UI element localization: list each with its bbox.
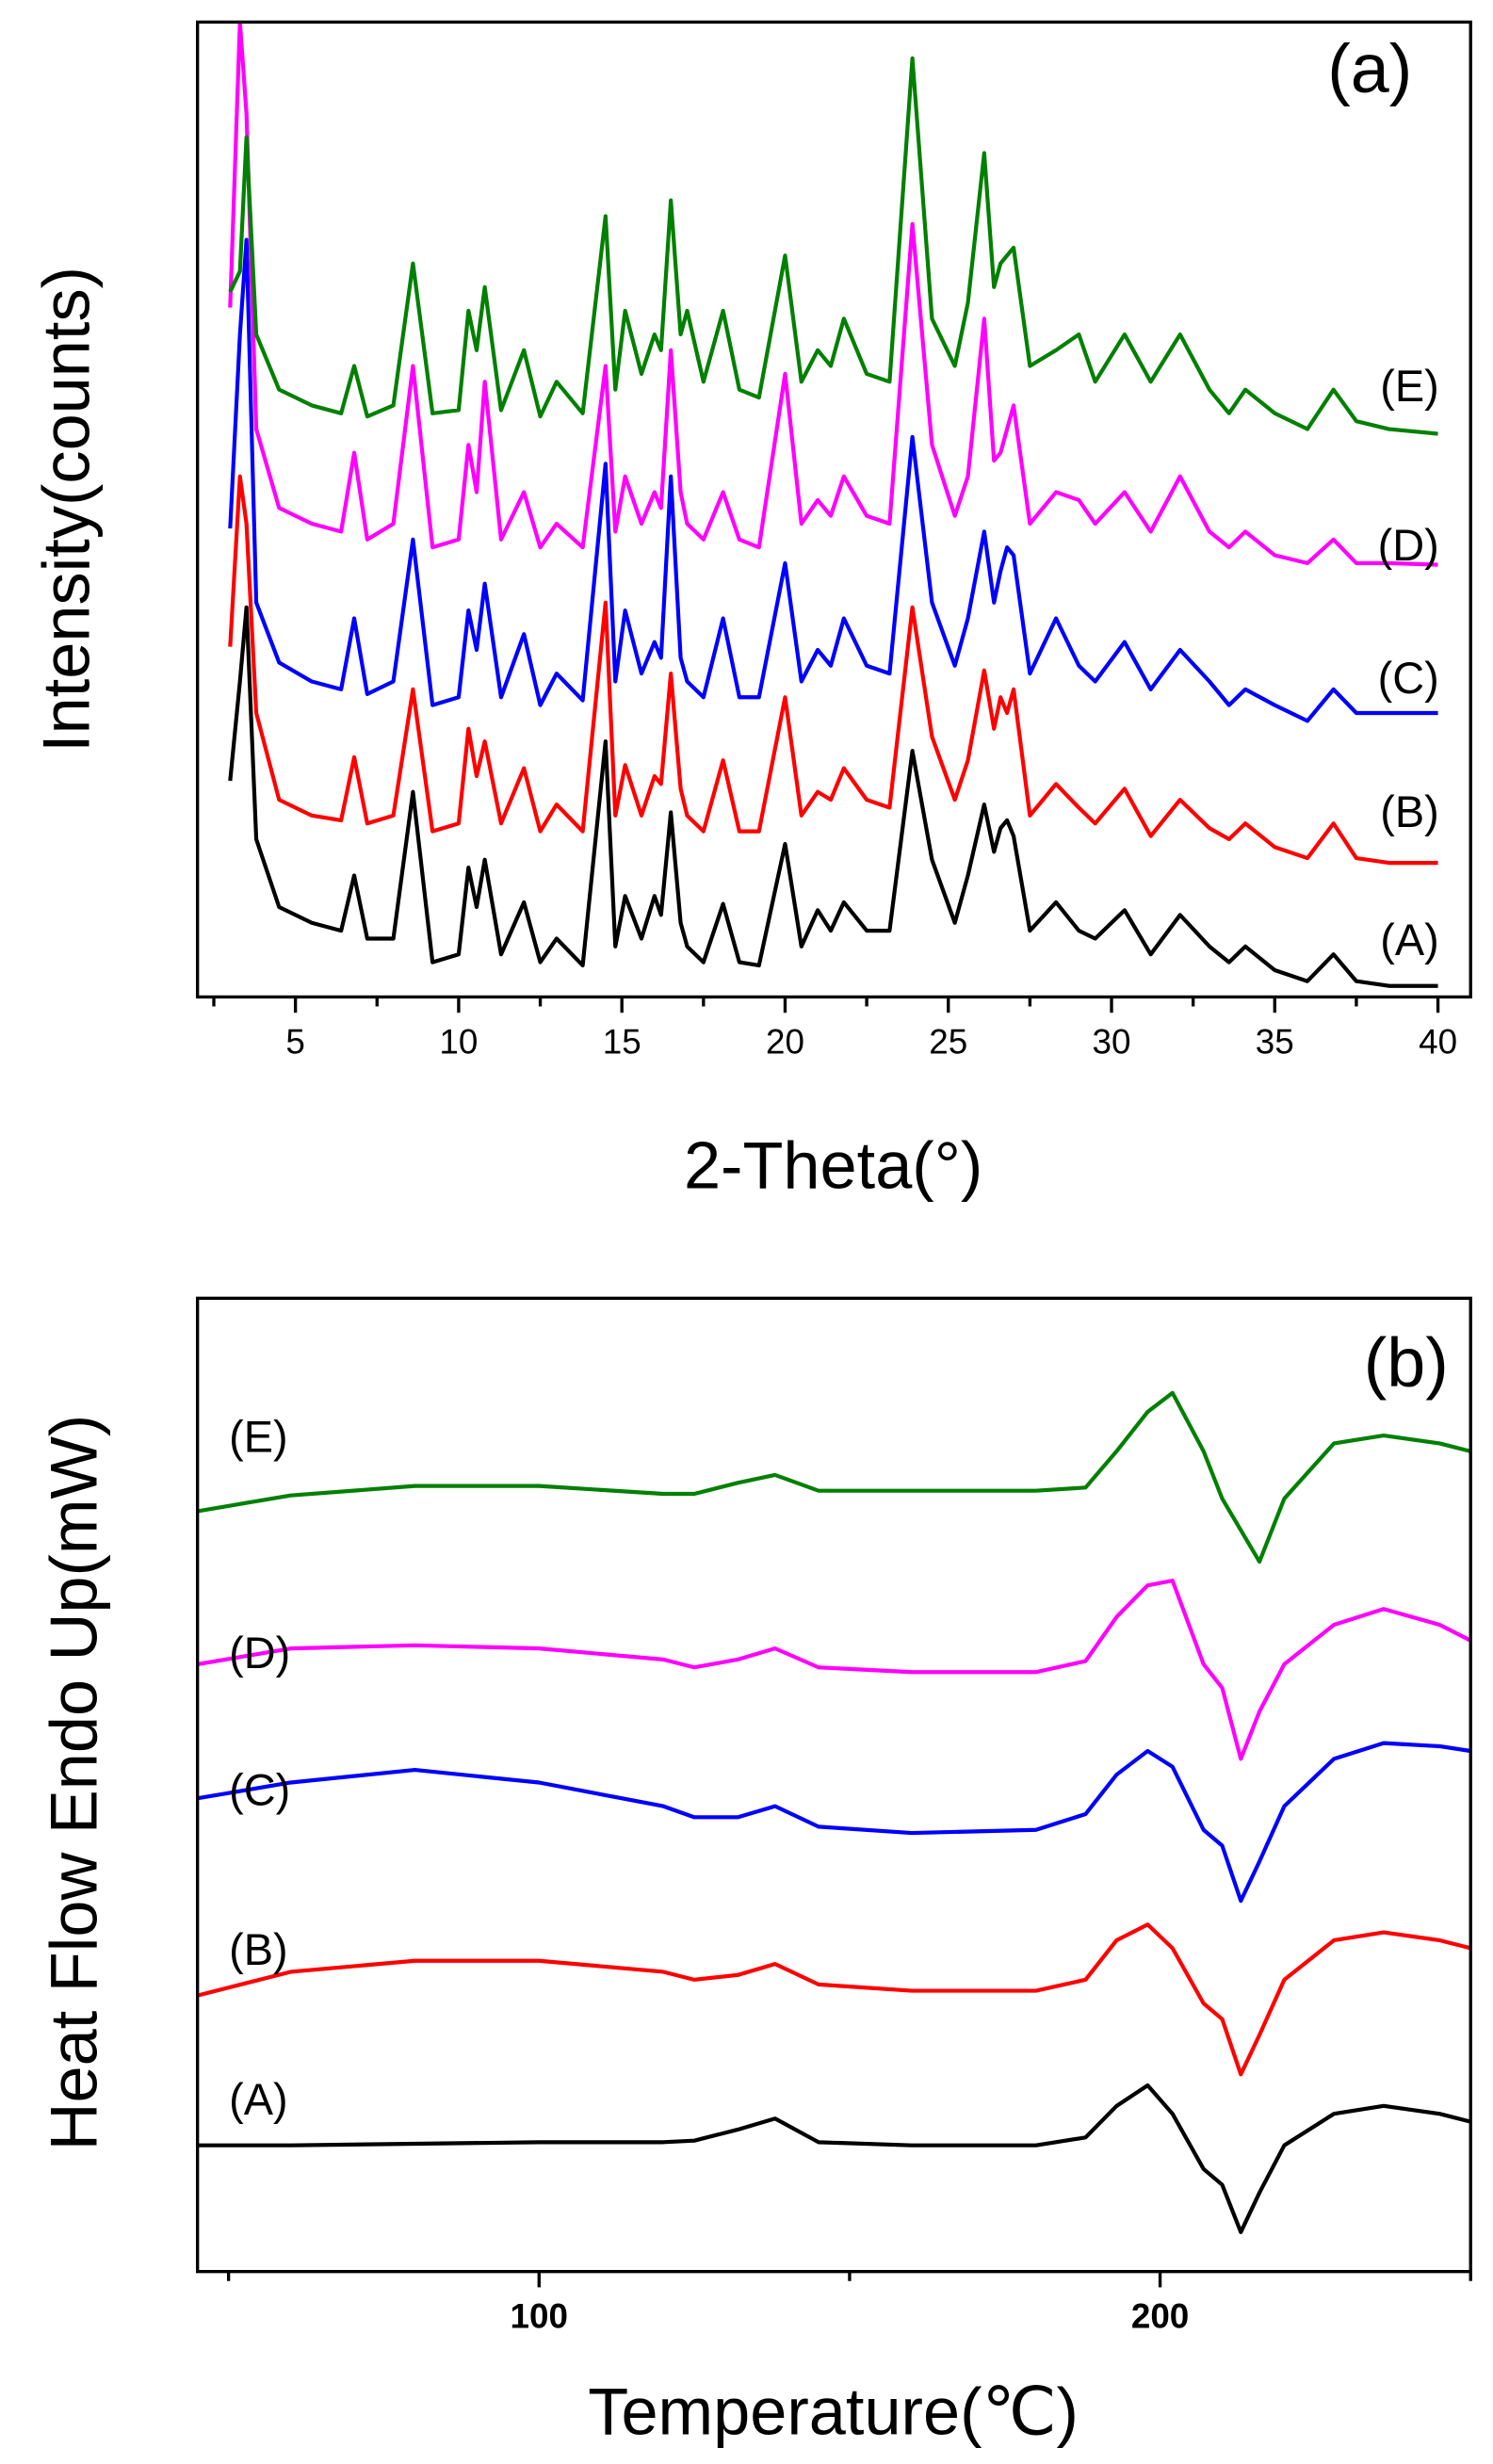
x-tick-label: 100 bbox=[511, 2297, 568, 2336]
data-line bbox=[197, 1390, 1471, 1564]
annotation: (b) bbox=[1364, 1322, 1449, 1401]
x-tick-label: 30 bbox=[1093, 1022, 1131, 1061]
x-tick-label: 35 bbox=[1256, 1022, 1294, 1061]
x-tick-label: 15 bbox=[603, 1022, 641, 1061]
y-axis-title: Heat Flow Endo Up(mW) bbox=[37, 1415, 111, 2151]
x-tick-label: 40 bbox=[1419, 1022, 1457, 1061]
x-tick-label: 10 bbox=[439, 1022, 478, 1061]
data-line bbox=[197, 1579, 1471, 1761]
annotation: (B) bbox=[1380, 787, 1439, 836]
annotation: (a) bbox=[1327, 29, 1412, 107]
annotation: (E) bbox=[229, 1412, 288, 1461]
data-line bbox=[228, 22, 1438, 567]
y-axis-title: Intensity(counts) bbox=[28, 267, 103, 753]
x-tick-label: 20 bbox=[766, 1022, 804, 1061]
x-axis-title: Temperature(℃) bbox=[588, 2374, 1079, 2448]
plot-area bbox=[228, 22, 1438, 988]
data-line bbox=[228, 605, 1438, 988]
plot-area bbox=[197, 1390, 1471, 2234]
x-tick-label: 5 bbox=[285, 1022, 304, 1061]
x-tick-label: 200 bbox=[1131, 2297, 1189, 2336]
plot-frame bbox=[196, 20, 1472, 999]
data-line bbox=[197, 1741, 1471, 1904]
x-tick-label: 25 bbox=[929, 1022, 967, 1061]
annotation: (D) bbox=[229, 1629, 290, 1678]
annotation: (B) bbox=[229, 1925, 288, 1974]
x-axis-title: 2-Theta(°) bbox=[684, 1127, 982, 1202]
annotation: (A) bbox=[1380, 916, 1439, 965]
data-line bbox=[228, 56, 1438, 436]
annotation: (C) bbox=[229, 1766, 290, 1815]
plot-frame bbox=[196, 1296, 1472, 2274]
annotation: (E) bbox=[1380, 362, 1439, 411]
annotation: (A) bbox=[229, 2075, 288, 2124]
data-line bbox=[228, 474, 1438, 866]
data-line bbox=[197, 2083, 1471, 2234]
annotation: (D) bbox=[1378, 521, 1439, 570]
annotation: (C) bbox=[1378, 654, 1439, 703]
data-line bbox=[228, 237, 1438, 723]
data-line bbox=[197, 1922, 1471, 2077]
